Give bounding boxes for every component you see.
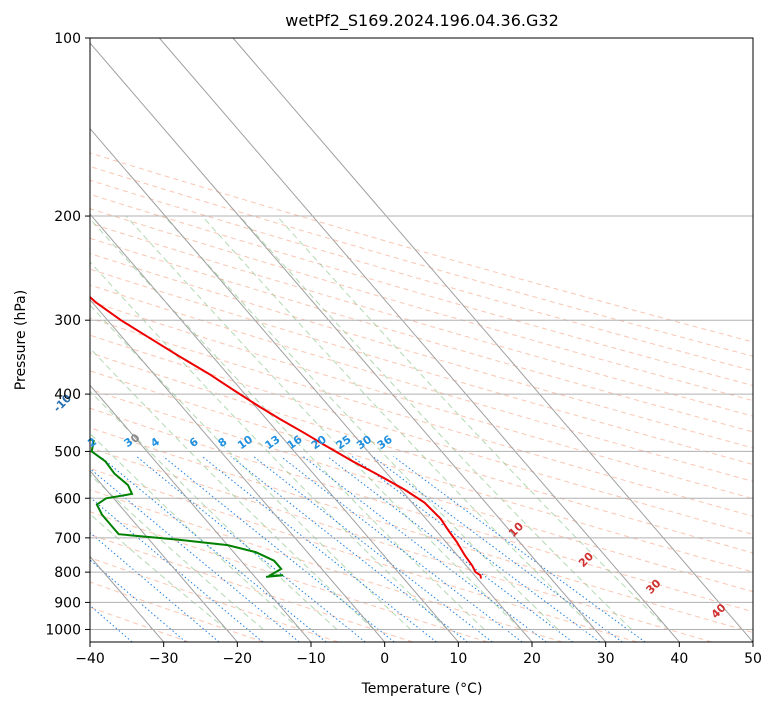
dry-adiabat (90, 152, 753, 343)
x-axis: −40 −30 −20 −10 0 10 20 30 40 50 (75, 642, 762, 667)
dry-adiabat (90, 511, 488, 642)
y-axis-label: Pressure (hPa) (13, 290, 29, 390)
dry-adiabat (90, 388, 753, 593)
moist-adiabat (90, 474, 264, 630)
y-axis: 100 200 300 400 500 600 700 800 900 1000 (45, 31, 90, 638)
mixing-ratio-label: 16 (285, 433, 305, 453)
dry-adiabat (90, 208, 753, 402)
dry-adiabat (90, 352, 753, 554)
mixing-ratio-label: 6 (187, 435, 201, 450)
series-line-1 (90, 437, 284, 578)
x-tick-label: 30 (597, 651, 615, 667)
background-lines (0, 152, 753, 643)
isotherm (90, 298, 386, 642)
x-tick-label: −40 (75, 651, 105, 667)
y-tick-label: 300 (54, 313, 81, 329)
theta-e-label: -20 (0, 356, 1, 379)
mixing-ratio-line (253, 456, 493, 642)
line-annotations: 2346810131620253036-100-90-80-70-60-50-4… (0, 356, 729, 621)
dry-adiabat (90, 407, 753, 613)
moist-adiabat (239, 215, 633, 630)
y-tick-label: 500 (54, 444, 81, 460)
theta-e-label: 20 (576, 550, 596, 570)
x-tick-label: 0 (380, 651, 389, 667)
mixing-ratio-label: 20 (309, 433, 329, 453)
mixing-ratio-line (90, 496, 264, 642)
isotherm (90, 470, 238, 642)
y-tick-label: 400 (54, 387, 81, 403)
mixing-ratio-line (0, 457, 82, 643)
isotherm (232, 38, 753, 642)
y-tick-label: 700 (54, 531, 81, 547)
theta-e-label: 30 (644, 576, 664, 596)
dry-adiabat (90, 334, 753, 535)
dry-adiabat (90, 467, 638, 642)
dry-adiabat (90, 253, 753, 449)
moist-adiabat (201, 215, 596, 630)
dry-adiabat (90, 268, 753, 466)
y-tick-label: 600 (54, 491, 81, 507)
dry-adiabat (90, 489, 563, 642)
moist-adiabat (90, 261, 448, 630)
y-tick-label: 1000 (45, 622, 81, 638)
mixing-ratio-line (162, 456, 395, 642)
y-tick-label: 100 (54, 31, 81, 47)
x-tick-label: 10 (449, 651, 467, 667)
mixing-ratio-line (372, 456, 623, 642)
dry-adiabat (90, 300, 753, 500)
dry-adiabat (90, 533, 414, 642)
dry-adiabat (90, 370, 753, 573)
isotherm (90, 384, 312, 642)
grid-lines (90, 38, 753, 642)
dry-adiabat (90, 427, 753, 634)
mixing-ratio-label: 36 (375, 433, 395, 453)
mixing-ratio-label: 2 (85, 435, 99, 450)
series-line-0 (90, 295, 482, 579)
dry-adiabat (90, 193, 753, 387)
x-tick-label: −10 (296, 651, 326, 667)
dry-adiabat (90, 284, 753, 482)
x-tick-label: 50 (744, 651, 762, 667)
mixing-ratio-line (230, 456, 468, 642)
dry-adiabat (90, 179, 753, 372)
moist-adiabat (90, 218, 485, 630)
theta-e-label: 40 (709, 601, 729, 621)
mixing-ratio-label: 13 (262, 433, 282, 452)
x-tick-label: 40 (670, 651, 688, 667)
mixing-ratio-label: 4 (148, 435, 162, 450)
dry-adiabat (90, 557, 339, 642)
mixing-ratio-line (90, 467, 300, 642)
isotherm (158, 38, 680, 642)
y-tick-label: 800 (54, 565, 81, 581)
dry-adiabat (90, 581, 264, 642)
mixing-ratio-line (201, 456, 437, 642)
mixing-ratio-line (90, 604, 133, 642)
x-axis-label: Temperature (°C) (361, 681, 483, 697)
dry-adiabat (90, 317, 753, 517)
isotherm (90, 42, 607, 642)
mixing-ratio-line (302, 456, 547, 642)
dry-adiabat (90, 237, 753, 433)
isotherm (90, 127, 533, 642)
y-tick-label: 200 (54, 209, 81, 225)
profile-lines (90, 295, 482, 579)
theta-e-label: 10 (506, 520, 526, 540)
isotherm (90, 213, 459, 642)
x-tick-label: −30 (149, 651, 179, 667)
mixing-ratio-label: 25 (334, 433, 354, 452)
chart-title: wetPf2_S169.2024.196.04.36.G32 (285, 11, 559, 31)
moist-adiabat (125, 215, 522, 630)
dry-adiabat (90, 222, 753, 417)
plot-frame (89, 37, 754, 643)
dry-adiabat (90, 165, 753, 357)
y-tick-label: 900 (54, 595, 81, 611)
mixing-ratio-line (100, 456, 327, 642)
x-tick-label: 20 (523, 651, 541, 667)
moist-adiabat (90, 304, 412, 630)
mixing-ratio-label: 30 (354, 433, 374, 453)
x-tick-label: −20 (223, 651, 253, 667)
